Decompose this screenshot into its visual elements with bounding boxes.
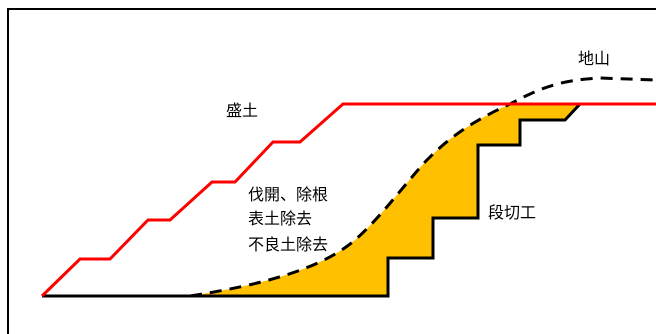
- clearing-label-line2: 表土除去: [248, 209, 312, 228]
- clearing-label-line3: 不良土除去: [248, 235, 328, 254]
- embankment-line: [40, 102, 656, 298]
- benching-step-line: [42, 102, 582, 298]
- benching-label: 段切工: [488, 203, 536, 222]
- benching-cut-area: [190, 104, 580, 296]
- original-ground-label: 地山: [578, 49, 610, 68]
- embankment-label: 盛土: [226, 101, 258, 120]
- diagram-border: [7, 8, 656, 334]
- original-ground-line: [189, 76, 656, 298]
- clearing-label-line1: 伐開、除根: [248, 185, 328, 204]
